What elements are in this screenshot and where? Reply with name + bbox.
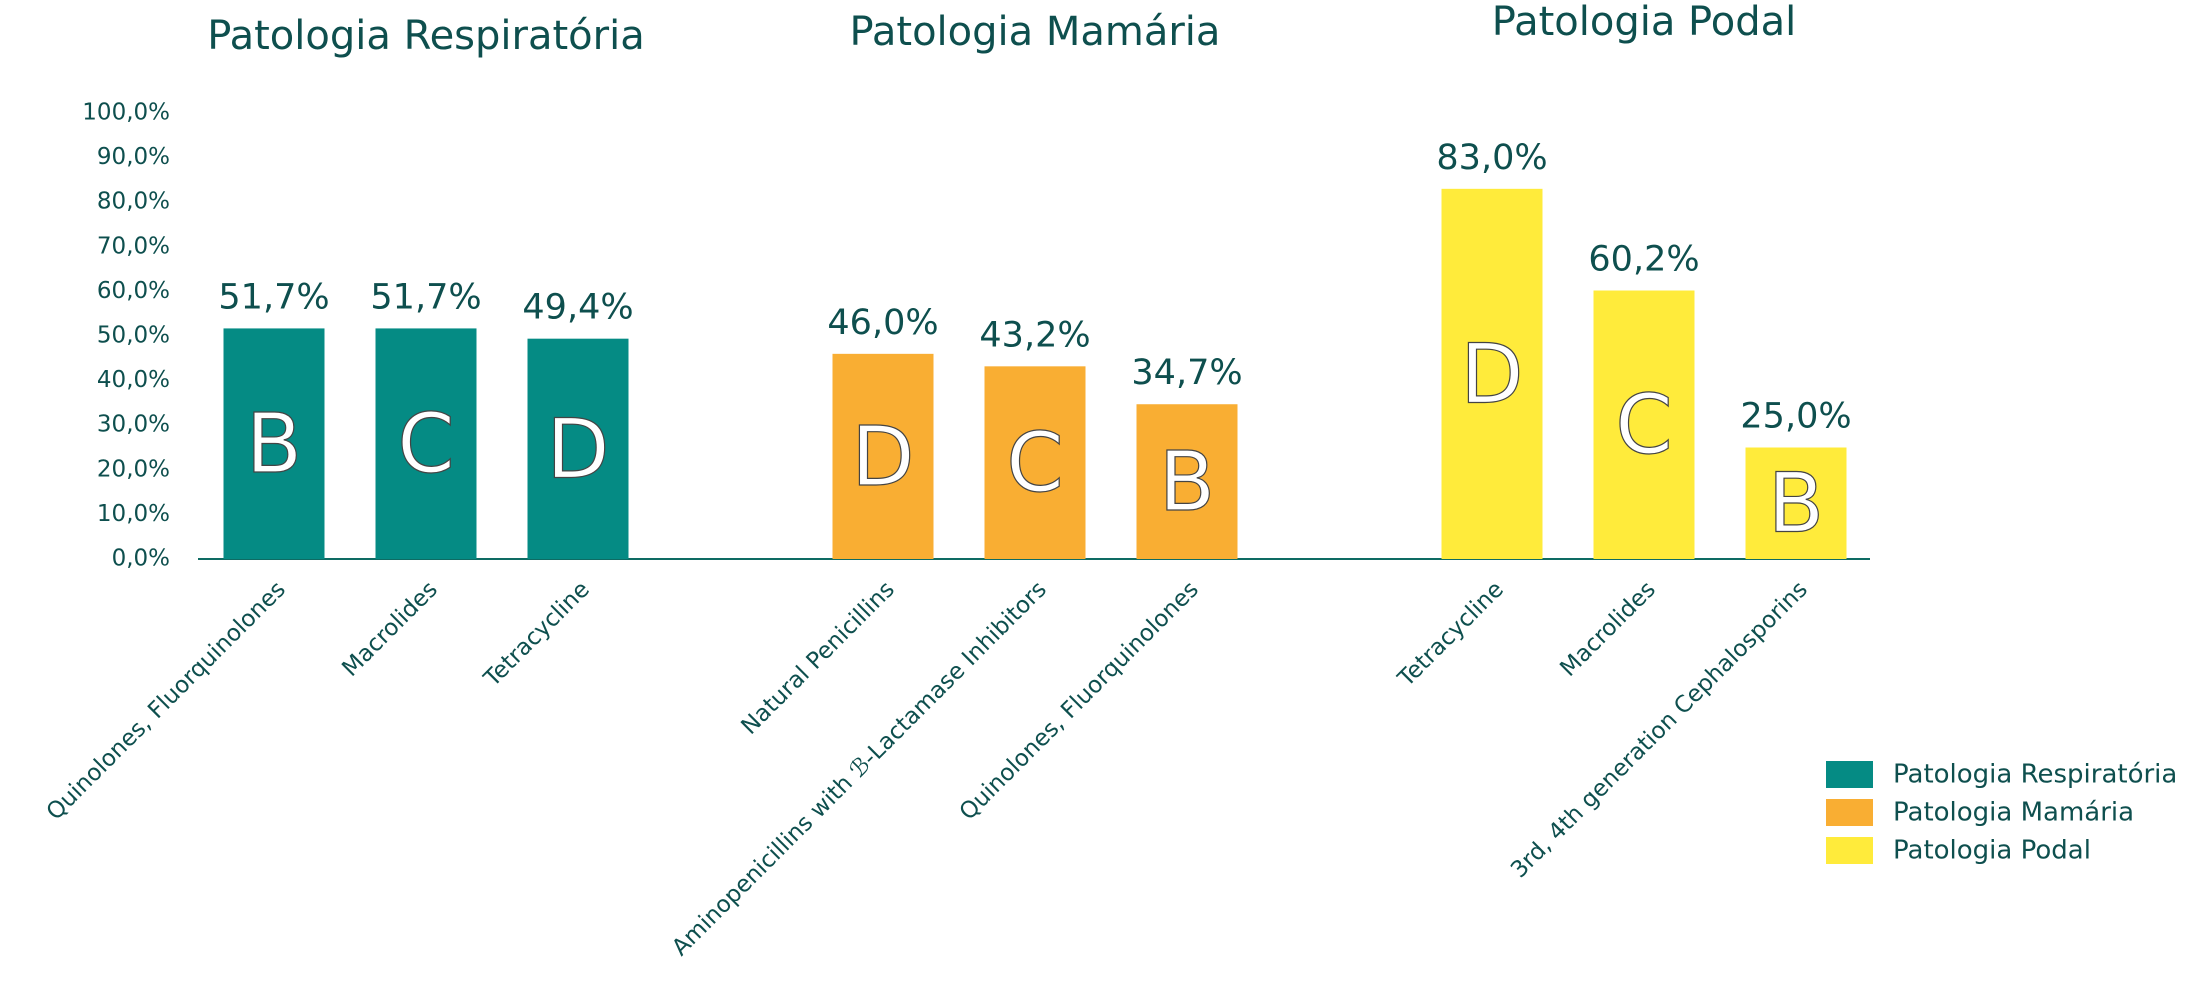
y-tick-label: 20,0%	[97, 456, 170, 482]
group-title: Patologia Mamária	[850, 9, 1221, 55]
y-tick-label: 10,0%	[97, 501, 170, 527]
x-tick-label: Macrolides	[337, 576, 442, 681]
bar	[984, 366, 1086, 559]
legend-label: Patologia Podal	[1893, 836, 2091, 866]
x-tick-label: Tetracycline	[479, 576, 595, 692]
x-tick-label: Natural Penicillins	[736, 576, 899, 739]
value-label: 43,2%	[979, 315, 1090, 355]
bar-letter: B	[1159, 435, 1215, 530]
value-label: 46,0%	[827, 303, 938, 343]
y-tick-label: 50,0%	[97, 323, 170, 349]
bar	[527, 338, 629, 559]
bar-letter: D	[546, 402, 609, 497]
y-tick-label: 0,0%	[112, 546, 170, 572]
legend-swatch	[1826, 799, 1873, 826]
bar-letter: D	[1460, 327, 1523, 422]
bar	[1593, 290, 1695, 559]
y-tick-label: 60,0%	[97, 278, 170, 304]
value-label: 49,4%	[522, 288, 633, 328]
value-label: 51,7%	[370, 277, 481, 317]
x-tick-label: Quinolones, Fluorquinolones	[955, 576, 1204, 825]
value-label: 34,7%	[1131, 353, 1242, 393]
group-title: Patologia Podal	[1492, 0, 1797, 45]
bar	[1136, 404, 1238, 559]
y-tick-label: 40,0%	[97, 367, 170, 393]
y-tick-label: 100,0%	[82, 100, 170, 126]
bar-letter: C	[1615, 378, 1672, 473]
bar	[832, 353, 934, 559]
legend-swatch	[1826, 761, 1873, 788]
bar	[223, 328, 325, 559]
x-tick-label: Macrolides	[1555, 576, 1660, 681]
x-tick-label: Tetracycline	[1393, 576, 1509, 692]
x-tick-label: 3rd, 4th generation Cephalosporins	[1506, 576, 1813, 883]
bar	[375, 328, 477, 559]
legend-label: Patologia Mamária	[1893, 798, 2134, 828]
y-tick-label: 90,0%	[97, 144, 170, 170]
value-label: 83,0%	[1436, 138, 1547, 178]
bar	[1441, 188, 1543, 559]
bar-letter: C	[1006, 416, 1063, 511]
value-label: 25,0%	[1740, 397, 1851, 437]
y-tick-label: 30,0%	[97, 412, 170, 438]
group-title: Patologia Respiratória	[207, 13, 644, 59]
legend-label: Patologia Respiratória	[1893, 760, 2177, 790]
bar-letter: B	[246, 397, 302, 492]
y-tick-label: 80,0%	[97, 189, 170, 215]
bar-letter: B	[1768, 457, 1824, 552]
bar-letter: D	[851, 410, 914, 505]
x-tick-label: Quinolones, Fluorquinolones	[42, 576, 291, 825]
value-label: 60,2%	[1588, 240, 1699, 280]
value-label: 51,7%	[218, 277, 329, 317]
legend-swatch	[1826, 837, 1873, 864]
bar	[1745, 447, 1847, 559]
y-tick-label: 70,0%	[97, 233, 170, 259]
bar-letter: C	[397, 397, 454, 492]
